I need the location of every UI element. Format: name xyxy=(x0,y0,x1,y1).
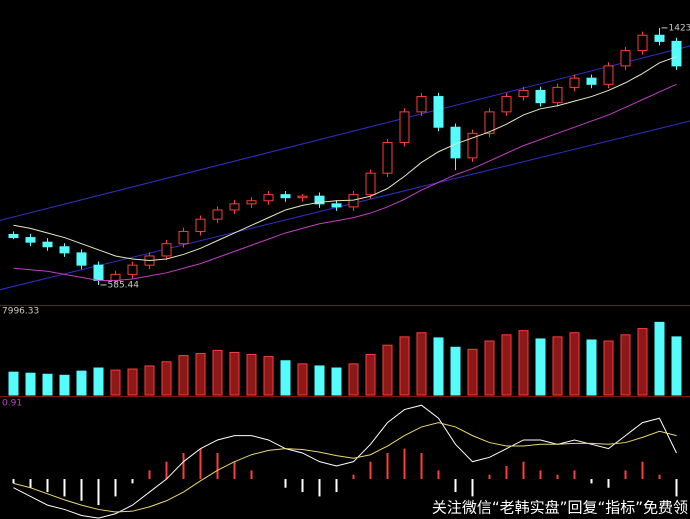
volume-bar xyxy=(195,352,206,396)
volume-bar xyxy=(127,368,138,396)
macd-max-label: 0.91 xyxy=(2,399,22,409)
candle-body xyxy=(467,132,478,159)
candle-body xyxy=(586,77,597,85)
candle-body xyxy=(365,172,376,196)
candle-body xyxy=(280,194,291,199)
candle-body xyxy=(603,65,614,85)
candle-body xyxy=(93,264,104,281)
candle-body xyxy=(620,50,631,67)
candle-body xyxy=(552,86,563,104)
candle-body xyxy=(42,241,53,248)
volume-bar xyxy=(331,367,342,396)
volume-bar xyxy=(416,332,427,396)
candle-body xyxy=(518,89,529,98)
volume-bar xyxy=(637,328,648,396)
volume-max-label: 7996.33 xyxy=(2,307,39,317)
volume-bar xyxy=(178,355,189,396)
volume-bar xyxy=(501,334,512,396)
volume-bar xyxy=(671,336,682,396)
dif-line xyxy=(13,404,677,519)
volume-bar xyxy=(467,348,478,396)
candle-body xyxy=(212,209,223,220)
candle-body xyxy=(229,203,240,211)
candle-body xyxy=(76,252,87,266)
low-label: 585.44 xyxy=(108,280,140,290)
candle-body xyxy=(399,111,410,144)
candle-body xyxy=(314,195,325,205)
candle-body xyxy=(297,195,308,199)
candle-body xyxy=(195,218,206,232)
candle-body xyxy=(8,233,19,239)
volume-bar xyxy=(382,344,393,396)
volume-bar xyxy=(365,354,376,396)
volume-bar xyxy=(450,346,461,396)
candle-body xyxy=(569,77,580,88)
candle-body xyxy=(331,203,342,208)
volume-bar xyxy=(518,330,529,396)
volume-bar xyxy=(620,334,631,396)
volume-bar xyxy=(348,363,359,396)
volume-bar xyxy=(586,339,597,396)
volume-bar xyxy=(314,365,325,396)
candle-body xyxy=(654,34,665,42)
volume-bar xyxy=(144,365,155,396)
candle-body xyxy=(416,96,427,113)
volume-bar xyxy=(93,367,104,396)
volume-bar xyxy=(263,356,274,396)
watermark: 关注微信“老韩实盘”回复“指标”免费领 xyxy=(432,499,688,517)
candle-body xyxy=(25,237,36,243)
candle-body xyxy=(263,194,274,202)
volume-bar xyxy=(59,374,70,396)
volume-bar xyxy=(110,369,121,396)
volume-bar xyxy=(229,351,240,396)
volume-bar xyxy=(535,338,546,396)
volume-bar xyxy=(161,361,172,396)
volume-bar xyxy=(654,321,665,396)
moving-average xyxy=(13,56,677,262)
channel-line xyxy=(0,45,690,221)
volume-bar xyxy=(25,372,36,396)
volume-bar xyxy=(297,363,308,396)
volume-bar xyxy=(246,354,257,396)
candle-body xyxy=(161,243,172,257)
candle-body xyxy=(484,111,495,134)
candle-body xyxy=(671,40,682,67)
candle-body xyxy=(59,246,70,254)
volume-bar xyxy=(399,336,410,396)
candle-body xyxy=(178,230,189,245)
volume-bar xyxy=(76,370,87,396)
high-label: 1423.96 xyxy=(669,23,690,33)
candle-body xyxy=(246,200,257,205)
dea-line xyxy=(13,422,677,513)
volume-bar xyxy=(433,337,444,396)
candle-body xyxy=(127,264,138,275)
volume-bar xyxy=(8,371,19,396)
volume-bar xyxy=(603,340,614,396)
moving-average xyxy=(13,83,677,281)
candle-body xyxy=(501,96,512,113)
volume-bar xyxy=(569,332,580,396)
channel-line xyxy=(0,120,690,291)
volume-bar xyxy=(552,336,563,396)
candle-body xyxy=(382,142,393,174)
candle-body xyxy=(535,89,546,104)
candle-body xyxy=(637,34,648,52)
candle-body xyxy=(433,96,444,128)
volume-bar xyxy=(280,360,291,396)
volume-bar xyxy=(484,340,495,396)
volume-bar xyxy=(212,349,223,396)
volume-bar xyxy=(42,373,53,396)
